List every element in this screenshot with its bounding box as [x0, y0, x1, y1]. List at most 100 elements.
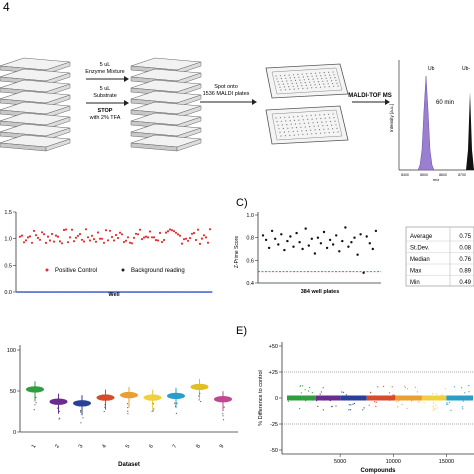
compound-point: [418, 401, 420, 403]
positive-control-point: [138, 228, 142, 231]
maldi-spot: [332, 82, 334, 85]
maldi-spot: [296, 130, 299, 132]
maldi-spot: [324, 132, 326, 134]
background-point: [178, 291, 181, 293]
maldi-spot: [310, 129, 312, 131]
maldi-spot: [309, 81, 311, 83]
positive-control-point: [124, 239, 128, 242]
maldi-spot: [322, 80, 324, 82]
panel-d-xtick: 5: [125, 444, 132, 450]
compound-point: [396, 401, 398, 403]
maldi-spot: [321, 121, 323, 123]
maldi-spot: [332, 71, 334, 73]
compound-point: [335, 405, 337, 407]
maldi-spot: [311, 118, 313, 120]
compound-point: [406, 388, 408, 390]
background-point: [168, 291, 171, 293]
maldi-spot: [283, 131, 285, 133]
dataset-outlier: [56, 407, 59, 409]
panel-b-ytick: 0.0: [4, 290, 12, 296]
positive-control-point: [102, 241, 106, 244]
mass-spectrum: Ub Ub- 60 min Intensity [a.u.] m/z 8400 …: [389, 60, 474, 182]
positive-control-point: [30, 241, 34, 244]
panel-c-ytick: 1.0: [246, 213, 254, 219]
positive-control-point: [18, 235, 22, 238]
compound-point: [342, 391, 345, 393]
maldi-spot: [314, 84, 316, 86]
panel-b-ytick: 0.5: [4, 263, 12, 269]
compound-point: [447, 403, 449, 405]
dataset-outlier: [174, 402, 176, 404]
compound-point: [319, 393, 321, 395]
positive-control-point: [72, 240, 76, 243]
maldi-spot: [306, 87, 308, 89]
background-point: [51, 291, 53, 293]
compound-point: [459, 396, 461, 398]
maldi-spot: [312, 122, 314, 124]
dataset-outlier: [35, 402, 37, 404]
maldi-spot: [313, 125, 315, 127]
background-point: [185, 291, 187, 293]
zprime-point: [310, 237, 313, 240]
panel-c-ytick: 0.4: [246, 281, 254, 287]
compound-point: [316, 400, 318, 402]
compound-point: [345, 394, 347, 396]
positive-control-point: [156, 239, 160, 242]
positive-control-point: [48, 239, 52, 242]
compound-point: [323, 399, 325, 401]
dataset-outlier: [127, 407, 129, 409]
compound-band: [287, 395, 316, 401]
zprime-point: [365, 235, 368, 238]
zprime-point: [338, 250, 341, 253]
zprime-point: [307, 244, 310, 247]
maldi-spot: [309, 126, 311, 128]
maldi-spot: [275, 117, 277, 119]
legend-positive-label: Positive Control: [55, 268, 97, 274]
maldi-spot: [295, 82, 298, 84]
maldi-spot: [301, 130, 303, 132]
background-point: [27, 291, 30, 293]
compound-point: [421, 397, 423, 399]
compound-point: [462, 408, 464, 410]
maldi-spot: [320, 75, 322, 77]
maldi-spot: [289, 77, 291, 79]
dataset-outlier: [104, 404, 106, 406]
maldi-spot: [321, 77, 323, 80]
compound-point: [398, 400, 400, 402]
positive-control-point: [158, 231, 162, 234]
stats-table: Average 0.75 St.Dev. 0.08 Median 0.76 Max 0.89 M…: [405, 226, 474, 287]
maldi-spot: [331, 124, 333, 126]
compound-point: [462, 400, 464, 402]
spectrum-xlabel: m/z: [433, 177, 439, 182]
zprime-point: [280, 233, 283, 236]
maldi-spot: [334, 77, 336, 79]
step2-arrow-head: [252, 99, 257, 105]
spectrum-xtick-3: 8600: [439, 173, 447, 177]
dataset-outlier: [34, 404, 36, 406]
maldi-spot: [326, 80, 328, 82]
maldi-spot: [333, 85, 335, 87]
compound-point: [337, 395, 339, 397]
compound-point: [468, 391, 470, 393]
background-point: [68, 291, 71, 293]
maldi-spot: [279, 117, 281, 119]
maldi-spot: [293, 119, 296, 121]
panel-e-ytick: -25: [270, 422, 278, 428]
maldi-spot: [325, 77, 327, 79]
zprime-point: [335, 234, 338, 237]
positive-control-point: [160, 240, 164, 244]
compound-point: [311, 391, 313, 394]
maldi-spot: [307, 76, 309, 78]
compound-point: [389, 399, 391, 401]
background-point: [151, 291, 153, 293]
background-point: [199, 291, 202, 293]
maldi-spot: [294, 79, 297, 81]
maldi-spot: [276, 121, 278, 123]
positive-control-point: [62, 228, 66, 232]
maldi-spot: [287, 127, 289, 129]
compound-point: [468, 385, 470, 387]
positive-control-point: [66, 241, 70, 244]
maldi-spot: [285, 120, 287, 122]
maldi-spot: [296, 85, 299, 87]
zprime-point: [301, 247, 304, 251]
